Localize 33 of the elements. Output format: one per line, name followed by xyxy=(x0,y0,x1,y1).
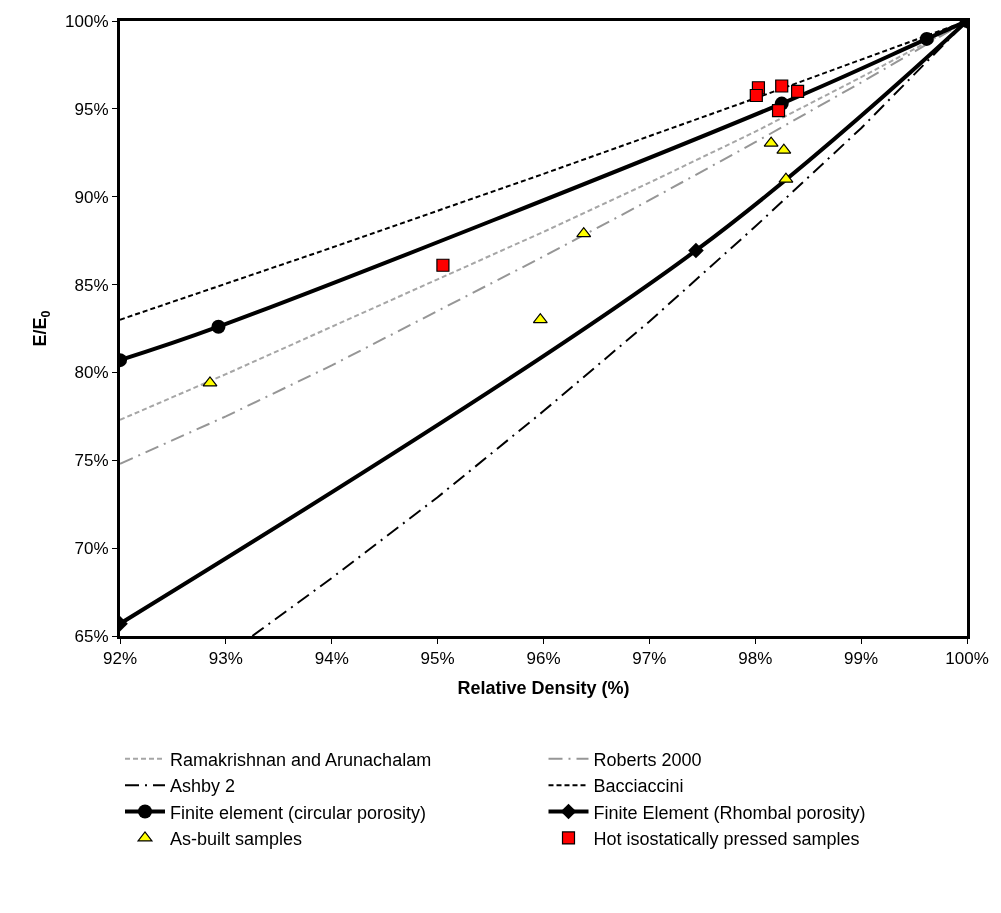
x-tick-label: 96% xyxy=(526,649,561,669)
x-tick-label: 100% xyxy=(945,649,989,669)
x-tick-label: 99% xyxy=(844,649,879,669)
legend-label: Ramakrishnan and Arunachalam xyxy=(170,749,432,770)
legend-label: Ashby 2 xyxy=(170,776,236,797)
y-tick-label: 70% xyxy=(74,539,109,559)
x-tick-label: 92% xyxy=(102,649,138,669)
x-tick-label: 93% xyxy=(208,649,243,669)
y-tick-label: 100% xyxy=(65,11,109,31)
x-axis-title: Relative Density (%) xyxy=(457,677,630,698)
y-tick-label: 90% xyxy=(74,187,109,207)
point xyxy=(791,84,805,99)
legend-label: Hot isostatically pressed samples xyxy=(593,828,860,849)
x-tick-label: 97% xyxy=(632,649,667,669)
x-tick-label: 95% xyxy=(420,649,455,669)
y-tick-label: 85% xyxy=(74,275,109,295)
point xyxy=(775,79,789,93)
y-tick-label: 95% xyxy=(74,99,109,119)
point xyxy=(771,104,786,118)
x-tick-label: 98% xyxy=(738,649,773,669)
point xyxy=(919,31,934,46)
y-tick-label: 75% xyxy=(74,451,109,471)
x-tick-label: 94% xyxy=(314,649,349,669)
y-tick-label: 80% xyxy=(74,363,109,383)
point xyxy=(211,319,226,334)
point xyxy=(749,88,763,103)
legend-label: Finite Element (Rhombal porosity) xyxy=(593,802,866,823)
legend-label: Bacciaccini xyxy=(593,776,684,797)
legend-label: As-built samples xyxy=(170,828,303,849)
legend-label: Finite element (circular porosity) xyxy=(170,802,427,823)
point xyxy=(436,258,450,272)
legend-label: Roberts 2000 xyxy=(593,749,702,770)
y-tick-label: 65% xyxy=(74,626,109,646)
